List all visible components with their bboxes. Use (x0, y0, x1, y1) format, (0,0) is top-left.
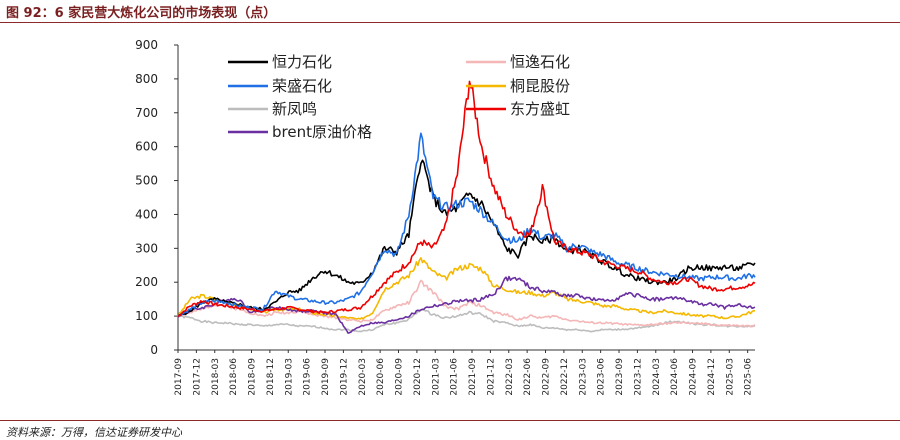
x-tick-label: 2024-12 (707, 358, 717, 396)
legend-label-dongfang: 东方盛虹 (510, 100, 570, 118)
x-tick-label: 2022-09 (542, 358, 552, 396)
title-rule (0, 22, 900, 23)
x-tick-label: 2018-12 (266, 358, 276, 396)
series-layer (177, 80, 756, 334)
x-tick-label: 2023-03 (578, 358, 588, 396)
x-tick-label: 2021-06 (450, 358, 460, 396)
x-tick-label: 2017-09 (174, 358, 184, 396)
legend-label-xinfengming: 新凤鸣 (272, 100, 317, 118)
x-tick-label: 2019-12 (339, 358, 349, 396)
x-tick-label: 2021-03 (431, 358, 441, 396)
y-tick-label: 400 (135, 207, 158, 221)
series-line-hengyi (177, 279, 756, 328)
y-tick-label: 700 (135, 106, 158, 120)
x-tick-label: 2019-03 (284, 358, 294, 396)
x-tick-label: 2023-12 (633, 358, 643, 396)
y-tick-label: 300 (135, 241, 158, 255)
legend-label-tongkun: 桐昆股份 (510, 77, 570, 95)
x-tick-label: 2021-09 (468, 358, 478, 396)
x-tick-label: 2019-09 (321, 358, 331, 396)
y-tick-label: 500 (135, 174, 158, 188)
x-axis: 2017-09 2017-12 2018-03 2018-06 2018-09 2018-… (174, 349, 755, 396)
y-tick-label: 600 (135, 140, 158, 154)
x-tick-label: 2020-03 (358, 358, 368, 396)
x-tick-label: 2023-06 (597, 358, 607, 396)
x-tick-label: 2018-06 (229, 358, 239, 396)
x-tick-label: 2020-09 (395, 358, 405, 396)
x-tick-label: 2017-12 (192, 358, 202, 396)
x-tick-label: 2024-03 (652, 358, 662, 396)
y-tick-label: 0 (150, 343, 158, 357)
x-tick-label: 2019-06 (303, 358, 313, 396)
legend-label-rongsheng: 荣盛石化 (272, 77, 332, 95)
x-tick-label: 2023-09 (615, 358, 625, 396)
y-tick-label: 900 (135, 38, 158, 52)
y-tick-label: 100 (135, 309, 158, 323)
figure-title: 图 92：6 家民营大炼化公司的市场表现（点） (6, 6, 277, 21)
x-tick-label: 2024-06 (670, 358, 680, 396)
bottom-rule (0, 420, 900, 421)
series-line-hengli (177, 159, 756, 317)
x-tick-label: 2022-03 (505, 358, 515, 396)
y-tick-label: 800 (135, 72, 158, 86)
y-tick-label: 200 (135, 275, 158, 289)
x-tick-label: 2022-12 (560, 358, 570, 396)
x-tick-label: 2020-06 (376, 358, 386, 396)
legend-label-hengyi: 恒逸石化 (510, 53, 570, 71)
legend-label-brent: brent原油价格 (272, 123, 372, 141)
x-tick-label: 2022-06 (523, 358, 533, 396)
x-tick-label: 2020-12 (413, 358, 423, 396)
x-tick-label: 2018-09 (248, 358, 258, 396)
source-note: 资料来源：万得，信达证券研发中心 (6, 426, 182, 439)
x-tick-label: 2024-09 (689, 358, 699, 396)
series-line-rongsheng (177, 132, 756, 317)
series-line-xinfengming (177, 308, 756, 333)
x-tick-label: 2021-12 (486, 358, 496, 396)
y-axis: 0 100 200 300 400 500 600 700 800 900 (135, 38, 179, 357)
x-tick-label: 2025-06 (744, 358, 754, 396)
x-tick-label: 2018-03 (211, 358, 221, 396)
series-line-dongfang (177, 80, 756, 317)
x-tick-label: 2025-03 (725, 358, 735, 396)
legend-label-hengli: 恒力石化 (272, 53, 332, 71)
